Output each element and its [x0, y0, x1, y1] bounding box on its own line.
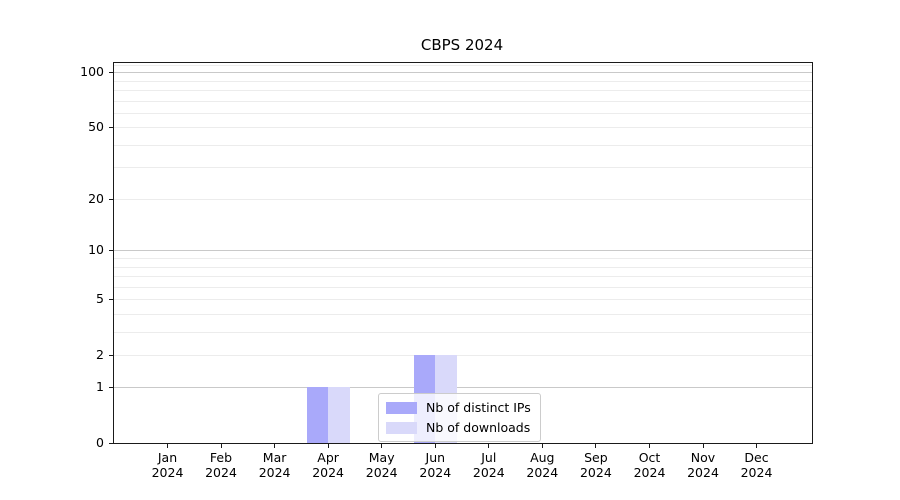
gridline-minor: [114, 127, 812, 129]
y-axis-tick: [109, 354, 114, 356]
x-tick-year: 2024: [151, 465, 184, 480]
y-axis-tick: [109, 387, 114, 389]
x-tick-year: 2024: [419, 465, 452, 480]
x-tick-year: 2024: [526, 465, 559, 480]
gridline-minor: [114, 144, 812, 146]
x-tick-month: Nov: [690, 450, 716, 465]
chart-title: CBPS 2024: [420, 36, 504, 54]
x-tick-year: 2024: [205, 465, 237, 480]
x-tick-month: May: [368, 450, 395, 465]
x-axis-tick: [220, 443, 222, 448]
gridline-major: [114, 72, 812, 74]
gridline-minor: [114, 286, 812, 288]
x-tick-label: Jul 2024: [457, 450, 521, 480]
x-tick-label: Feb 2024: [189, 450, 253, 480]
x-tick-year: 2024: [687, 465, 719, 480]
legend-entry-distinct-ips: Nb of distinct IPs: [386, 400, 531, 415]
gridline-minor: [114, 100, 812, 102]
x-tick-month: Jun: [425, 450, 446, 465]
legend-label-downloads: Nb of downloads: [426, 420, 531, 435]
x-tick-month: Dec: [744, 450, 769, 465]
x-tick-label: Aug 2024: [510, 450, 574, 480]
x-axis-tick: [595, 443, 597, 448]
y-tick-label: 5: [96, 291, 104, 307]
x-tick-year: 2024: [633, 465, 666, 480]
x-axis-tick: [702, 443, 704, 448]
gridline-minor: [114, 299, 812, 301]
gridline-minor: [114, 276, 812, 277]
gridline-minor: [114, 313, 812, 315]
x-tick-label: Jan 2024: [136, 450, 200, 480]
x-tick-year: 2024: [472, 465, 505, 480]
x-axis-tick: [167, 443, 168, 448]
y-tick-label: 50: [88, 119, 104, 135]
legend-swatch-downloads: [386, 421, 417, 434]
x-tick-year: 2024: [365, 465, 398, 480]
x-axis-tick: [756, 443, 757, 448]
x-axis-tick: [649, 443, 650, 448]
x-tick-label: Mar 2024: [243, 450, 307, 480]
plot-area: Nb of distinct IPs Nb of downloads 0 1 2 5 1…: [80, 62, 813, 480]
gridline-minor: [114, 167, 812, 169]
x-axis-tick: [488, 443, 490, 448]
x-axis-tick: [381, 443, 383, 448]
y-tick-label: 0: [96, 435, 104, 450]
gridline-minor: [114, 112, 812, 114]
gridline-major: [114, 387, 812, 389]
y-axis-tick: [109, 72, 114, 74]
y-axis-tick: [109, 299, 114, 301]
x-tick-month: Jul: [481, 450, 497, 465]
gridline-minor: [114, 90, 812, 91]
legend: Nb of distinct IPs Nb of downloads: [378, 393, 541, 442]
x-tick-month: Jan: [157, 450, 178, 465]
gridline-minor: [114, 266, 812, 268]
x-axis-tick: [541, 443, 543, 448]
x-tick-year: 2024: [740, 465, 773, 480]
legend-entry-downloads: Nb of downloads: [386, 420, 531, 435]
x-tick-year: 2024: [579, 465, 612, 480]
gridline-minor: [114, 80, 812, 82]
y-axis-tick: [109, 250, 114, 252]
x-tick-month: Mar: [262, 450, 287, 465]
legend-label-distinct-ips: Nb of distinct IPs: [426, 400, 531, 415]
x-tick-month: Oct: [638, 450, 661, 465]
gridline-minor: [114, 354, 812, 356]
y-tick-label: 1: [96, 379, 104, 395]
x-axis-tick: [274, 443, 276, 448]
x-tick-label: Oct 2024: [618, 450, 682, 480]
x-tick-month: Apr: [317, 450, 339, 465]
x-tick-year: 2024: [312, 465, 344, 480]
x-tick-month: Sep: [584, 450, 608, 465]
legend-swatch-distinct-ips: [386, 401, 417, 414]
bar-distinct-ips: [306, 387, 329, 443]
y-axis-tick: [109, 443, 114, 444]
gridline-major: [114, 250, 812, 252]
y-tick-label: 100: [80, 64, 104, 80]
y-axis-tick: [109, 127, 114, 129]
x-tick-label: Dec 2024: [725, 450, 789, 480]
bar-downloads: [328, 387, 350, 443]
x-tick-month: Aug: [530, 450, 555, 465]
x-axis-tick: [434, 443, 436, 448]
y-axis-tick: [109, 198, 114, 200]
y-tick-label: 20: [88, 190, 104, 206]
x-axis-tick: [327, 443, 329, 448]
x-tick-month: Feb: [209, 450, 233, 465]
y-tick-label: 2: [96, 346, 104, 362]
gridline-minor: [114, 331, 812, 333]
gridline-minor: [114, 258, 812, 259]
y-tick-label: 10: [88, 242, 104, 258]
x-tick-year: 2024: [258, 465, 291, 480]
x-tick-label: Sep 2024: [564, 450, 628, 480]
gridline-minor: [114, 198, 812, 200]
x-tick-label: Jun 2024: [403, 450, 467, 480]
x-tick-label: Nov 2024: [671, 450, 735, 480]
gridline-minor: [114, 64, 812, 66]
x-tick-label: May 2024: [350, 450, 414, 480]
x-tick-label: Apr 2024: [296, 450, 360, 480]
